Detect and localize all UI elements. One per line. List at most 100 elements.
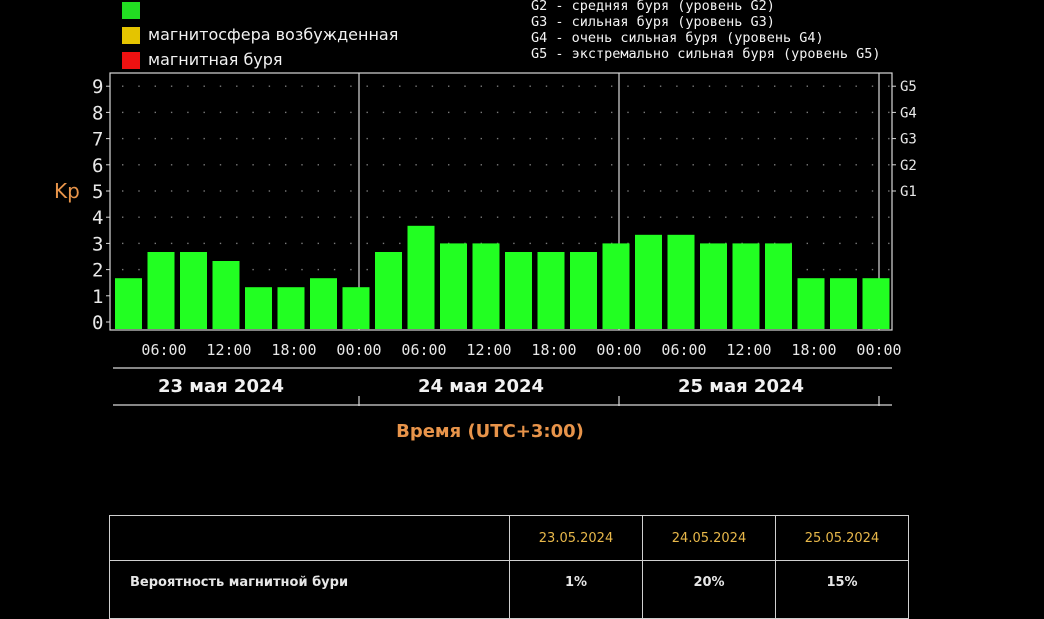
grid-dot <box>627 111 629 114</box>
y-tick-label: 6 <box>92 155 103 177</box>
grid-dot <box>187 242 189 245</box>
grid-dot <box>219 190 222 192</box>
grid-dot <box>170 164 173 166</box>
grid-dot <box>513 111 515 114</box>
grid-dot <box>431 85 434 87</box>
grid-dot <box>529 137 531 140</box>
grid-dot <box>725 216 727 218</box>
grid-dot <box>888 268 890 271</box>
grid-dot <box>399 85 401 87</box>
grid-dot <box>545 190 548 192</box>
grid-dot <box>170 137 173 140</box>
grid-dot <box>594 111 597 114</box>
grid-dot <box>774 190 776 192</box>
x-tick-label: 12:00 <box>726 341 771 359</box>
y-axis: 0 1 2 3 4 5 6 7 8 9 <box>92 76 110 334</box>
grid-dot <box>774 85 776 87</box>
grid-dot <box>285 216 287 218</box>
grid-dot <box>578 137 580 140</box>
bar <box>635 234 662 329</box>
grid-dot <box>806 216 808 218</box>
day-label: 23 мая 2024 <box>158 376 284 397</box>
grid-dot <box>692 85 694 87</box>
grid-dot <box>676 111 678 114</box>
grid-dot <box>708 111 711 114</box>
bar <box>472 243 500 329</box>
grid-dot <box>741 190 743 192</box>
bar <box>862 278 890 329</box>
grid-dot <box>333 216 336 218</box>
grid-dot <box>236 216 238 218</box>
grid-dot <box>187 85 189 87</box>
grid-dot <box>236 190 238 192</box>
grid-dot <box>822 216 825 218</box>
grid-dot <box>301 137 303 140</box>
grid-dot <box>236 137 238 140</box>
grid-dot <box>611 190 613 192</box>
bar <box>310 278 337 329</box>
grid-dot <box>790 137 792 140</box>
forecast-row-label: Вероятность магнитной бури <box>109 560 510 619</box>
grid-dot <box>643 85 645 87</box>
grid-dot <box>203 85 205 87</box>
g-level-label: G4 <box>900 105 917 121</box>
grid-dot <box>725 85 727 87</box>
grid-dot <box>187 216 189 218</box>
grid-dot <box>170 190 173 192</box>
grid-dot <box>545 111 548 114</box>
grid-dot <box>285 164 287 166</box>
grid-dot <box>350 216 352 218</box>
grid-dot <box>382 216 385 218</box>
grid-dot <box>822 85 825 87</box>
forecast-value-2: 20% <box>642 560 776 619</box>
grid-dot <box>578 85 580 87</box>
grid-dot <box>268 137 271 140</box>
grid-dot <box>529 242 531 245</box>
grid-dot <box>529 190 531 192</box>
grid-dot <box>252 268 254 271</box>
grid-dot <box>676 216 678 218</box>
grid-dot <box>676 164 678 166</box>
grid-dot <box>545 216 548 218</box>
grid-dot <box>448 164 450 166</box>
grid-dot <box>252 137 254 140</box>
grid-dot <box>627 85 629 87</box>
x-tick-label: 06:00 <box>401 341 446 359</box>
grid-dot <box>529 111 531 114</box>
forecast-value-1: 1% <box>509 560 643 619</box>
grid-dot <box>154 216 156 218</box>
grid-dot <box>578 216 580 218</box>
x-tick-label: 00:00 <box>336 341 381 359</box>
x-tick-label: 00:00 <box>856 341 901 359</box>
grid-dot <box>757 85 760 87</box>
grid-dot <box>366 242 368 245</box>
kp-index-chart: 0 1 2 3 4 5 6 7 8 9 G1 G2 G3 G4 G5 06:00 12:00 18:00 00:… <box>54 72 917 442</box>
grid-dot <box>871 216 874 218</box>
grid-dot <box>692 137 694 140</box>
grid-dot <box>301 268 303 271</box>
grid-dot <box>431 111 434 114</box>
grid-dot <box>333 242 336 245</box>
grid-dot <box>415 111 417 114</box>
grid-dot <box>627 216 629 218</box>
grid-dot <box>252 85 254 87</box>
grid-dot <box>839 85 841 87</box>
grid-dot <box>692 190 694 192</box>
grid-dot <box>708 216 711 218</box>
grid-dot <box>301 85 303 87</box>
grid-dot <box>203 137 205 140</box>
grid-dot <box>855 268 857 271</box>
grid-dot <box>268 164 271 166</box>
grid-dot <box>285 268 287 271</box>
grid-dot <box>301 190 303 192</box>
grid-dot <box>871 164 874 166</box>
grid-dot <box>659 164 662 166</box>
grid-dot <box>382 190 385 192</box>
y-tick-label: 1 <box>92 286 103 308</box>
grid-dot <box>366 216 368 218</box>
grid-dot <box>252 190 254 192</box>
grid-dot <box>317 85 319 87</box>
grid-dot <box>725 137 727 140</box>
grid-dot <box>578 164 580 166</box>
grid-dot <box>170 242 173 245</box>
